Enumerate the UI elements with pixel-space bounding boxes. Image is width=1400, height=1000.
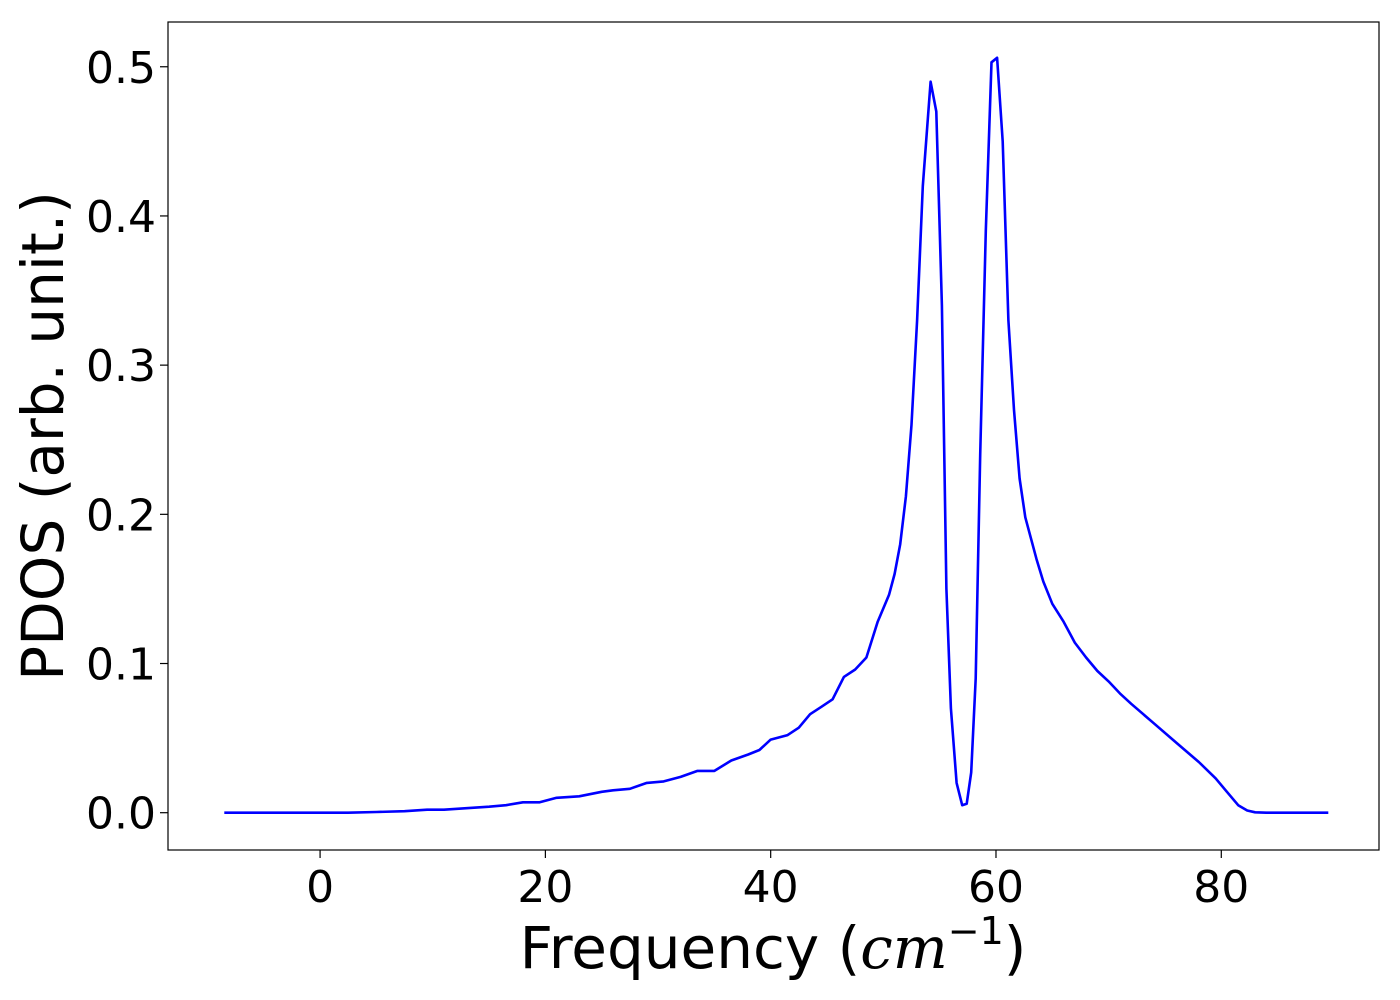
y-tick-label: 0.3: [86, 341, 156, 392]
data-layer: [224, 56, 1329, 815]
y-tick-label: 0.5: [86, 43, 156, 94]
y-tick-label: 0.0: [86, 789, 156, 840]
y-tick-label: 0.4: [86, 192, 156, 243]
pdos-series-line: [224, 56, 1329, 815]
x-axis-label: Frequency (cm−1): [520, 909, 1027, 982]
plot-frame: [167, 21, 1380, 851]
x-tick-label: 40: [743, 862, 799, 913]
x-tick-label: 20: [517, 862, 573, 913]
y-tick-label: 0.1: [86, 640, 156, 691]
x-tick-label: 80: [1193, 862, 1249, 913]
y-axis-label: PDOS (arb. unit.): [9, 191, 77, 681]
y-tick-label: 0.2: [86, 490, 156, 541]
ticks-layer: 0 20 40 60 80 0.0 0.1 0.2 0.3 0.4 0.5: [86, 43, 1249, 913]
x-tick-label: 0: [306, 862, 334, 913]
x-tick-label: 60: [968, 862, 1024, 913]
